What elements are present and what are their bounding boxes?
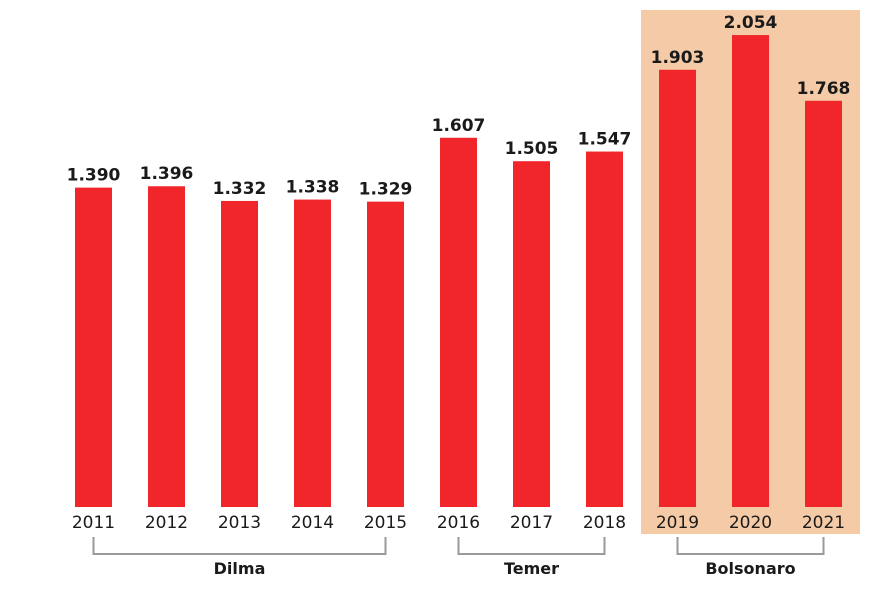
x-tick-2019: 2019 xyxy=(656,513,699,533)
x-tick-2017: 2017 xyxy=(510,513,553,533)
x-tick-2012: 2012 xyxy=(145,513,188,533)
value-label-2019: 1.903 xyxy=(651,48,705,68)
x-tick-2011: 2011 xyxy=(72,513,115,533)
x-tick-2018: 2018 xyxy=(583,513,626,533)
x-tick-2021: 2021 xyxy=(802,513,845,533)
x-tick-labels-group: 2011 2012 2013 2014 2015 2016 2017 2018 2019 2020… xyxy=(72,513,845,533)
bar-2017 xyxy=(513,161,550,507)
value-label-2021: 1.768 xyxy=(797,79,851,99)
value-label-2017: 1.505 xyxy=(505,139,559,159)
bar-2014 xyxy=(294,199,331,507)
bracket-bolsonaro xyxy=(676,537,825,555)
value-label-2015: 1.329 xyxy=(359,180,413,200)
bar-2018 xyxy=(586,151,623,507)
group-brackets-group: Dilma Temer Bolsonaro xyxy=(92,537,825,578)
bar-2019 xyxy=(659,69,696,507)
value-label-2016: 1.607 xyxy=(432,116,486,136)
group-label-bolsonaro: Bolsonaro xyxy=(705,559,795,578)
bars-group xyxy=(75,35,842,508)
x-tick-2014: 2014 xyxy=(291,513,334,533)
x-tick-2020: 2020 xyxy=(729,513,772,533)
bracket-temer xyxy=(457,537,606,555)
bar-2012 xyxy=(148,186,185,508)
bar-2015 xyxy=(367,201,404,507)
bar-2013 xyxy=(221,200,258,507)
value-label-2014: 1.338 xyxy=(286,178,340,198)
value-label-2018: 1.547 xyxy=(578,130,632,150)
bracket-dilma xyxy=(92,537,387,555)
x-tick-2013: 2013 xyxy=(218,513,261,533)
value-label-2013: 1.332 xyxy=(213,179,267,199)
value-label-2012: 1.396 xyxy=(140,164,194,184)
group-label-dilma: Dilma xyxy=(214,559,266,578)
x-tick-2016: 2016 xyxy=(437,513,480,533)
bar-2016 xyxy=(440,137,477,507)
x-tick-2015: 2015 xyxy=(364,513,407,533)
value-label-2020: 2.054 xyxy=(724,13,778,33)
bar-2021 xyxy=(805,100,842,507)
bar-2020 xyxy=(732,35,769,507)
value-label-2011: 1.390 xyxy=(67,166,121,186)
bar-2011 xyxy=(75,187,112,507)
value-labels-group: 1.390 1.396 1.332 1.338 1.329 1.607 1.505 1.547… xyxy=(67,13,851,200)
group-label-temer: Temer xyxy=(504,559,559,578)
